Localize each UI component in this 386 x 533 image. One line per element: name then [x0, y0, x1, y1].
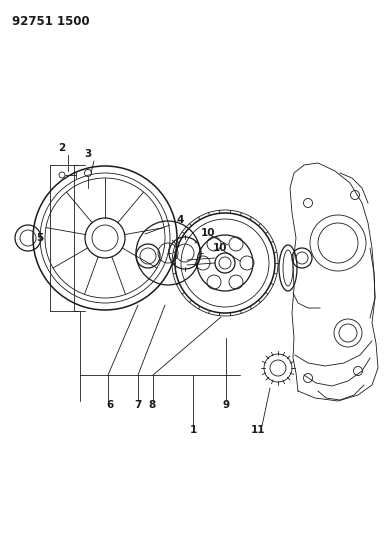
Text: 9: 9 — [222, 400, 230, 410]
Text: 8: 8 — [148, 400, 156, 410]
Text: 1: 1 — [190, 425, 196, 435]
Text: 92751 1500: 92751 1500 — [12, 15, 90, 28]
Text: 3: 3 — [85, 149, 91, 159]
Text: 7: 7 — [134, 400, 142, 410]
Text: 10: 10 — [213, 243, 227, 253]
Text: 10: 10 — [201, 228, 215, 238]
Text: 2: 2 — [58, 143, 66, 153]
Text: 11: 11 — [251, 425, 265, 435]
Text: 4: 4 — [176, 215, 184, 225]
Text: 6: 6 — [107, 400, 113, 410]
Text: 5: 5 — [36, 233, 44, 243]
